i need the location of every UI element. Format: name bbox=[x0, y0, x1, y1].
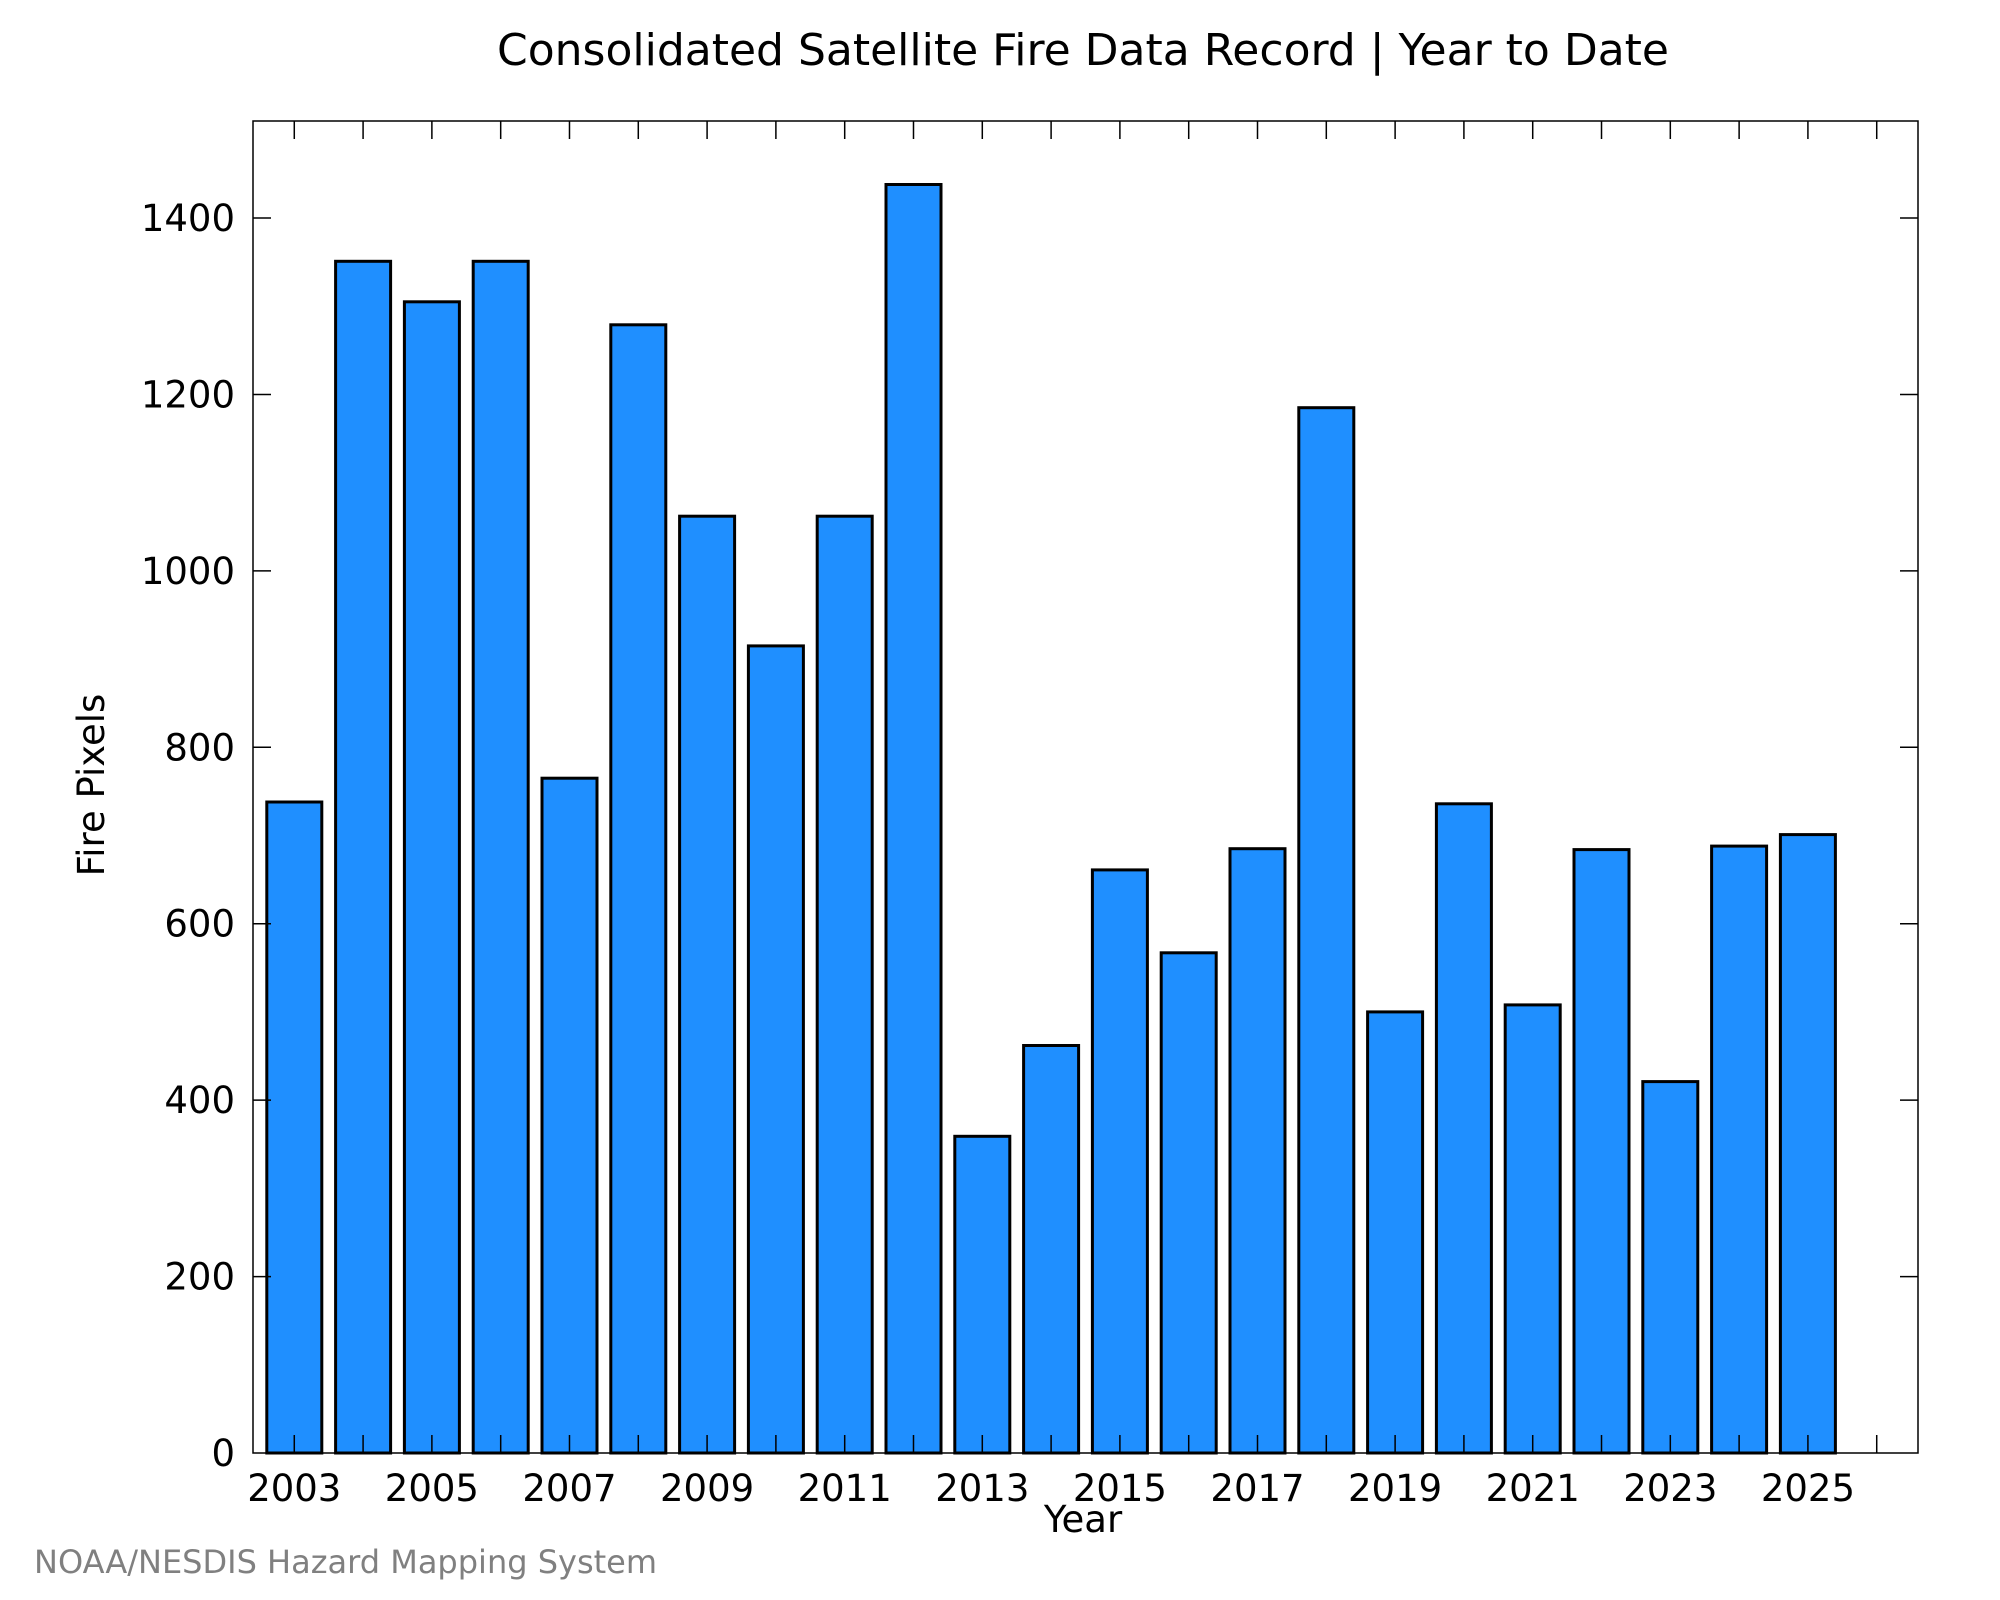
bar-2014 bbox=[1022, 1044, 1081, 1455]
bar-2010 bbox=[746, 644, 805, 1455]
bar-2015 bbox=[1090, 868, 1149, 1455]
bar-2017 bbox=[1228, 847, 1287, 1455]
chart-title: Consolidated Satellite Fire Data Record … bbox=[497, 25, 1669, 76]
bar-2009 bbox=[678, 514, 737, 1455]
y-tick-label-1000: 1000 bbox=[141, 550, 235, 593]
bar-2012 bbox=[884, 183, 943, 1455]
y-tick-label-600: 600 bbox=[164, 903, 235, 946]
bar-2013 bbox=[953, 1134, 1012, 1455]
bar-2021 bbox=[1503, 1003, 1562, 1455]
x-tick-label-2003: 2003 bbox=[247, 1467, 341, 1510]
bar-2005 bbox=[402, 300, 461, 1455]
x-tick-label-2005: 2005 bbox=[385, 1467, 479, 1510]
x-tick-label-2011: 2011 bbox=[798, 1467, 892, 1510]
y-tick-label-200: 200 bbox=[164, 1256, 235, 1299]
x-tick-label-2017: 2017 bbox=[1210, 1467, 1304, 1510]
y-tick-label-1400: 1400 bbox=[141, 197, 235, 240]
y-tick-label-1200: 1200 bbox=[141, 373, 235, 416]
plot-frame bbox=[252, 120, 1919, 1454]
bar-2019 bbox=[1366, 1010, 1425, 1455]
bar-2007 bbox=[540, 776, 599, 1455]
x-tick-label-2021: 2021 bbox=[1486, 1467, 1580, 1510]
bar-2006 bbox=[471, 259, 530, 1455]
bar-2003 bbox=[265, 800, 324, 1455]
x-tick-label-2007: 2007 bbox=[522, 1467, 616, 1510]
bar-2023 bbox=[1641, 1080, 1700, 1455]
y-tick-label-0: 0 bbox=[211, 1432, 235, 1475]
bar-2020 bbox=[1434, 802, 1493, 1455]
y-tick-label-800: 800 bbox=[164, 726, 235, 769]
bar-2025 bbox=[1778, 833, 1837, 1455]
y-axis-label: Fire Pixels bbox=[70, 694, 113, 877]
y-tick-label-400: 400 bbox=[164, 1079, 235, 1122]
x-tick-label-2015: 2015 bbox=[1073, 1467, 1167, 1510]
x-tick-label-2009: 2009 bbox=[660, 1467, 754, 1510]
credit-text: NOAA/NESDIS Hazard Mapping System bbox=[34, 1543, 657, 1581]
bars-layer bbox=[265, 183, 1837, 1455]
bar-2016 bbox=[1159, 951, 1218, 1455]
bar-2008 bbox=[609, 323, 668, 1455]
x-axis-label: Year bbox=[1043, 1498, 1123, 1541]
y-tick-labels: 0 200 400 600 800 1000 1200 1400 bbox=[141, 197, 235, 1475]
bar-2018 bbox=[1297, 406, 1356, 1455]
bar-2024 bbox=[1710, 844, 1769, 1455]
x-tick-label-2013: 2013 bbox=[935, 1467, 1029, 1510]
ticks-layer bbox=[253, 121, 1918, 1453]
x-tick-label-2023: 2023 bbox=[1623, 1467, 1717, 1510]
bar-2022 bbox=[1572, 848, 1631, 1455]
bar-2011 bbox=[815, 514, 874, 1455]
x-tick-labels: 2003 2005 2007 2009 2011 2013 2015 2017 2019 2021… bbox=[247, 1467, 1855, 1510]
x-tick-label-2019: 2019 bbox=[1348, 1467, 1442, 1510]
x-tick-label-2025: 2025 bbox=[1761, 1467, 1855, 1510]
bar-2004 bbox=[334, 259, 393, 1455]
